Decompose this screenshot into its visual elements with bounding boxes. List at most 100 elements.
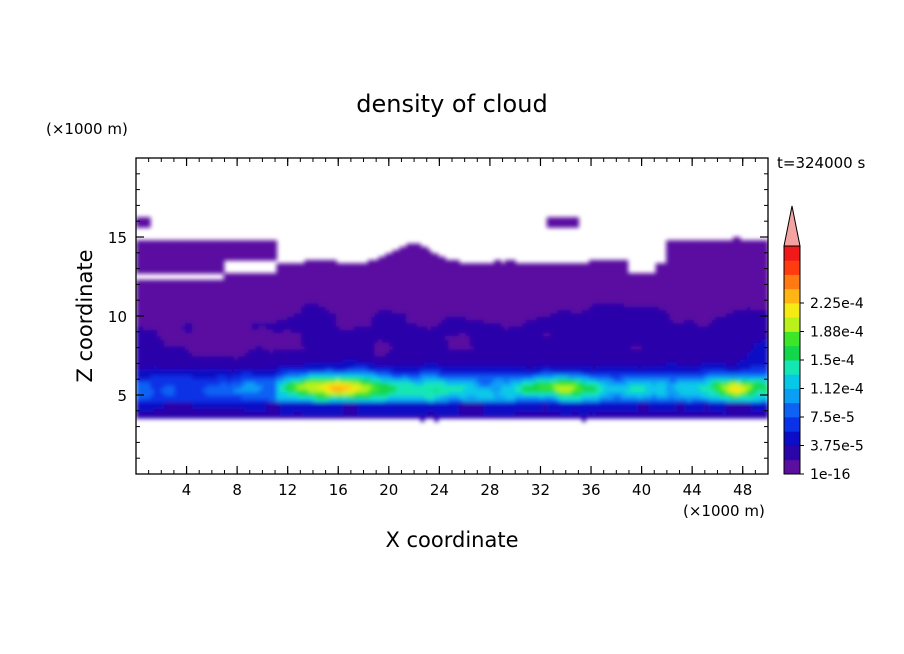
density-cell: [378, 414, 383, 419]
density-cell: [150, 286, 155, 291]
density-cell: [139, 404, 144, 409]
density-cell: [374, 289, 379, 294]
density-cell: [258, 408, 263, 413]
density-cell: [430, 283, 436, 287]
density-cell: [297, 368, 302, 373]
density-cell: [385, 404, 390, 409]
density-cell: [332, 322, 337, 327]
density-cell: [357, 381, 362, 386]
density-cell: [213, 306, 218, 311]
density-cell: [322, 368, 327, 373]
density-cell: [364, 375, 369, 380]
density-cell: [301, 378, 306, 383]
density-cell: [413, 401, 418, 406]
density-cell: [297, 266, 302, 271]
density-cell: [469, 375, 474, 380]
density-cell: [286, 388, 292, 393]
density-cell: [444, 319, 450, 324]
density-cell: [230, 391, 235, 396]
density-cell: [374, 283, 379, 287]
density-cell: [206, 398, 211, 403]
density-cell: [430, 385, 436, 390]
density-cell: [476, 381, 481, 386]
density-cell: [434, 381, 439, 386]
density-cell: [381, 368, 386, 373]
density-cell: [216, 289, 221, 294]
density-cell: [315, 332, 320, 337]
density-cell: [448, 352, 453, 357]
density-cell: [392, 362, 397, 366]
density-cell: [286, 325, 292, 330]
density-cell: [385, 378, 390, 383]
density-cell: [279, 279, 285, 284]
density-cell: [339, 316, 344, 320]
density-cell: [406, 388, 411, 393]
density-cell: [473, 404, 478, 409]
density-cell: [399, 253, 404, 258]
density-cell: [385, 391, 390, 396]
density-cell: [139, 309, 144, 314]
density-cell: [336, 325, 341, 330]
density-cell: [294, 375, 299, 380]
density-cell: [416, 352, 421, 357]
density-cell: [265, 401, 271, 406]
density-cell: [402, 398, 407, 403]
density-cell: [220, 325, 225, 330]
density-cell: [395, 398, 400, 403]
density-cell: [374, 401, 379, 406]
density-cell: [388, 381, 393, 386]
density-cell: [220, 358, 225, 363]
density-cell: [241, 319, 246, 324]
density-cell: [234, 253, 239, 258]
density-cell: [188, 316, 193, 320]
density-cell: [286, 296, 292, 301]
density-cell: [230, 371, 235, 376]
density-cell: [157, 269, 162, 274]
density-cell: [286, 276, 292, 281]
density-cell: [304, 371, 309, 376]
density-cell: [402, 342, 407, 347]
density-cell: [146, 371, 151, 376]
density-cell: [262, 404, 267, 409]
density-cell: [413, 329, 418, 334]
density-cell: [374, 263, 379, 268]
density-cell: [413, 266, 418, 271]
density-cell: [294, 342, 299, 347]
density-cell: [350, 316, 355, 320]
density-cell: [336, 263, 341, 268]
density-cell: [346, 352, 351, 357]
density-cell: [325, 292, 330, 297]
density-cell: [483, 276, 488, 281]
density-cell: [301, 404, 306, 409]
density-cell: [437, 345, 443, 350]
density-cell: [279, 299, 285, 304]
density-cell: [213, 246, 218, 251]
density-cell: [164, 398, 169, 403]
density-cell: [294, 368, 299, 373]
density-cell: [220, 312, 225, 317]
density-cell: [139, 299, 144, 304]
density-cell: [455, 276, 460, 281]
density-cell: [427, 296, 432, 301]
density-cell: [146, 375, 151, 380]
density-cell: [473, 335, 478, 340]
density-cell: [213, 414, 218, 419]
density-cell: [139, 223, 144, 228]
density-cell: [353, 381, 358, 386]
density-cell: [308, 286, 313, 291]
density-cell: [473, 391, 478, 396]
density-cell: [136, 253, 141, 258]
density-cell: [220, 322, 225, 327]
density-cell: [444, 362, 450, 366]
density-cell: [220, 302, 225, 307]
density-cell: [346, 312, 351, 317]
density-cell: [227, 355, 232, 360]
density-cell: [462, 398, 467, 403]
density-cell: [441, 368, 446, 373]
density-cell: [195, 289, 200, 294]
density-cell: [325, 325, 330, 330]
density-cell: [244, 368, 249, 373]
density-cell: [248, 391, 253, 396]
density-cell: [227, 335, 232, 340]
density-cell: [409, 414, 414, 419]
